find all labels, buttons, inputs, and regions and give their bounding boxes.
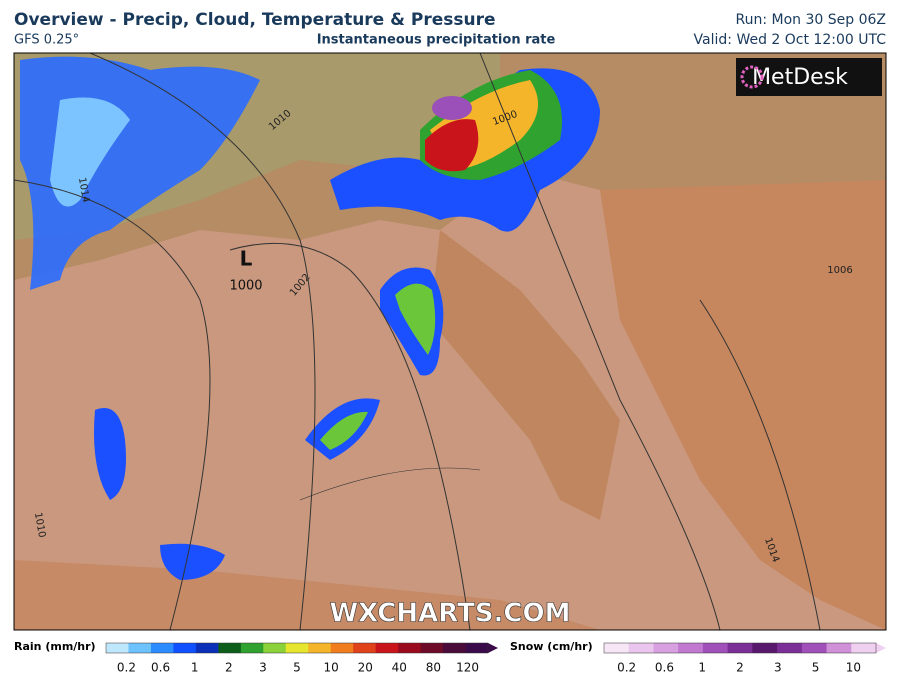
rain-south bbox=[160, 543, 225, 580]
rain-red bbox=[425, 119, 479, 172]
rain-frame bbox=[105, 642, 489, 654]
snow-swatch bbox=[678, 643, 704, 653]
rain-swatch bbox=[285, 643, 309, 653]
snow-swatch bbox=[702, 643, 729, 653]
snow-swatch bbox=[604, 643, 630, 653]
logo-icon bbox=[740, 65, 764, 89]
rain-swatch bbox=[420, 643, 444, 653]
rain-tick: 40 bbox=[392, 661, 407, 675]
africa bbox=[14, 560, 600, 630]
snow-swatch bbox=[777, 643, 803, 653]
isobar-label: 1006 bbox=[827, 265, 852, 276]
rain-swatch bbox=[263, 643, 287, 653]
rain-tick: 80 bbox=[426, 661, 441, 675]
balkans bbox=[600, 180, 886, 630]
snow-swatch bbox=[727, 643, 753, 653]
logo-box bbox=[736, 58, 882, 96]
rain-swatch bbox=[443, 643, 467, 653]
snow-swatch bbox=[653, 643, 679, 653]
rain-swatch bbox=[465, 643, 489, 653]
snow-tick: 0.2 bbox=[617, 661, 636, 675]
rain-tick: 2 bbox=[225, 661, 233, 675]
rain-swatch bbox=[150, 643, 174, 653]
snow-swatch bbox=[752, 643, 778, 653]
rain-swatch bbox=[106, 643, 129, 653]
valid: Valid: Wed 2 Oct 12:00 UTC bbox=[694, 32, 887, 48]
isobar-label: 1010 bbox=[32, 512, 47, 539]
rain-tick: 10 bbox=[323, 661, 338, 675]
map-frame bbox=[13, 52, 887, 631]
logo: MetDesk bbox=[752, 65, 848, 90]
rain-arrow bbox=[488, 643, 498, 653]
model: GFS 0.25° bbox=[14, 33, 79, 48]
rain-swatch bbox=[308, 643, 332, 653]
snow-swatch bbox=[628, 643, 654, 653]
isobar-label: 1014 bbox=[76, 177, 91, 204]
snow-frame bbox=[603, 642, 877, 654]
rain-swatch bbox=[128, 643, 152, 653]
rain-swatch bbox=[195, 643, 219, 653]
rain-tick: 3 bbox=[259, 661, 267, 675]
snow-tick: 5 bbox=[812, 661, 820, 675]
snow-tick: 0.6 bbox=[655, 661, 674, 675]
rain-tick: 0.2 bbox=[117, 661, 136, 675]
isobar bbox=[229, 242, 471, 630]
isobar bbox=[14, 179, 211, 630]
snow-tick: 2 bbox=[736, 661, 744, 675]
low-value: 1000 bbox=[229, 279, 262, 294]
watermark: WXCHARTS.COM bbox=[329, 599, 570, 629]
snow bbox=[432, 96, 472, 120]
isobar bbox=[89, 53, 316, 630]
snow-tick: 3 bbox=[774, 661, 782, 675]
isobar bbox=[479, 53, 721, 630]
italy bbox=[430, 230, 620, 520]
subtitle: Instantaneous precipitation rate bbox=[317, 33, 556, 48]
rain-tick: 20 bbox=[358, 661, 373, 675]
rain-africa bbox=[94, 408, 126, 500]
rain-swatch bbox=[398, 643, 422, 653]
snow-tick: 1 bbox=[698, 661, 706, 675]
snow-swatch bbox=[851, 643, 877, 653]
rain-tick: 0.6 bbox=[151, 661, 170, 675]
rain-light bbox=[50, 97, 130, 207]
coast bbox=[299, 467, 481, 501]
rain-swatch bbox=[218, 643, 242, 653]
snow-swatch bbox=[826, 643, 852, 653]
rain-swatch bbox=[330, 643, 354, 653]
run: Run: Mon 30 Sep 06Z bbox=[736, 12, 887, 28]
rain-tick: 120 bbox=[456, 661, 479, 675]
rain-swatch bbox=[375, 643, 399, 653]
rain-swatch bbox=[240, 643, 264, 653]
rain-label: Rain (mm/hr) bbox=[14, 640, 96, 653]
isobar bbox=[699, 299, 821, 630]
low-marker: L bbox=[240, 247, 253, 271]
snow-swatch bbox=[801, 643, 828, 653]
snow-arrow bbox=[876, 643, 886, 653]
rain-swatch bbox=[173, 643, 197, 653]
rain-tick: 1 bbox=[191, 661, 199, 675]
snow-label: Snow (cm/hr) bbox=[510, 640, 593, 653]
rain-tick: 5 bbox=[293, 661, 301, 675]
snow-tick: 10 bbox=[846, 661, 861, 675]
title: Overview - Precip, Cloud, Temperature & … bbox=[14, 10, 496, 30]
rain-sardinia-core bbox=[320, 411, 368, 450]
rain-swatch bbox=[353, 643, 377, 653]
rain-tuscany-core bbox=[395, 283, 436, 355]
map: MetDesk WXCHARTS.COM L 1000 101010141002… bbox=[13, 52, 887, 631]
